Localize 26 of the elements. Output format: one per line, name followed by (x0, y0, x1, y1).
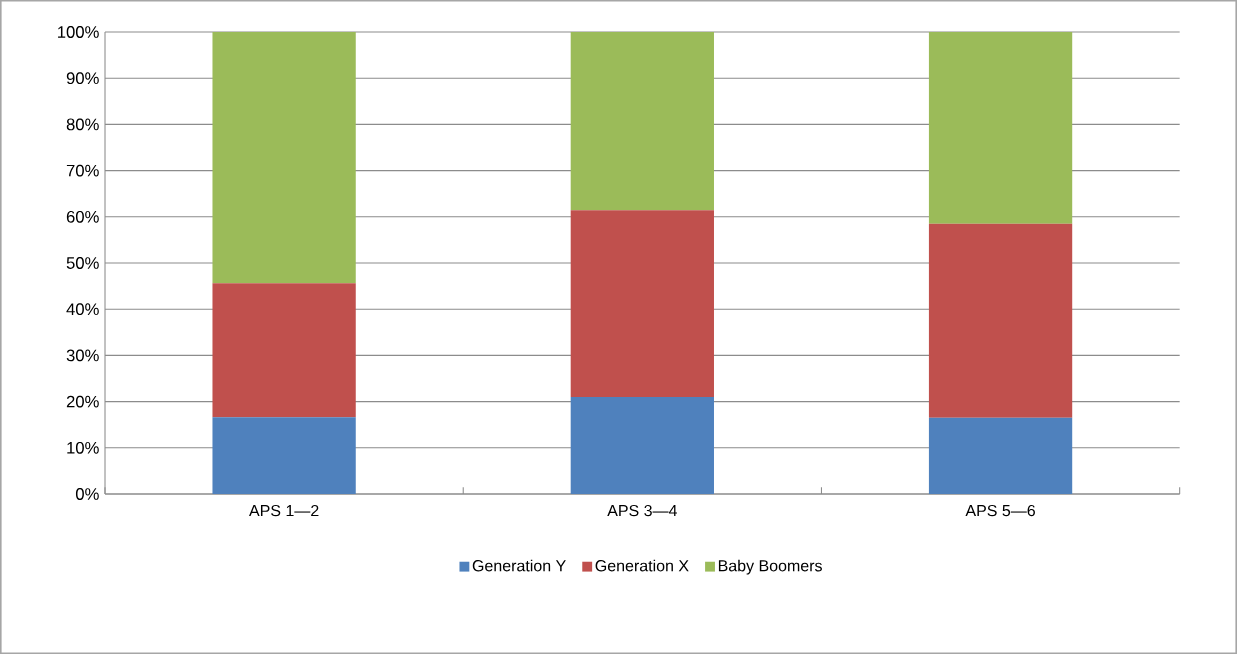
y-tick-label: 30% (66, 349, 99, 362)
y-tick-label: 20% (66, 395, 99, 408)
y-tick-label: 40% (66, 303, 99, 316)
bar (212, 32, 356, 284)
y-tick-label: 50% (66, 257, 99, 269)
x-tick-label: APS 3—4 (607, 504, 677, 517)
legend-label: Baby Boomers (718, 559, 822, 575)
bar (928, 32, 1073, 224)
legend-label: Generation Y (472, 559, 566, 572)
y-tick-label: 0% (75, 488, 99, 500)
bar (212, 283, 356, 418)
bar (570, 210, 714, 397)
bar (212, 417, 356, 494)
y-tick-label: 70% (66, 164, 99, 177)
x-tick-label: APS 5—6 (965, 504, 1035, 517)
bar (928, 223, 1073, 418)
y-tick-label: 10% (67, 441, 99, 454)
y-tick-label: 90% (66, 72, 99, 85)
legend-label: Generation X (595, 559, 689, 572)
bar (928, 417, 1073, 494)
y-tick-label: 60% (66, 210, 99, 223)
x-tick-label: APS 1—2 (249, 504, 319, 517)
bar (570, 32, 714, 211)
bar (570, 396, 714, 494)
y-tick-label: 80% (66, 118, 99, 131)
y-tick-label: 100% (58, 26, 99, 38)
